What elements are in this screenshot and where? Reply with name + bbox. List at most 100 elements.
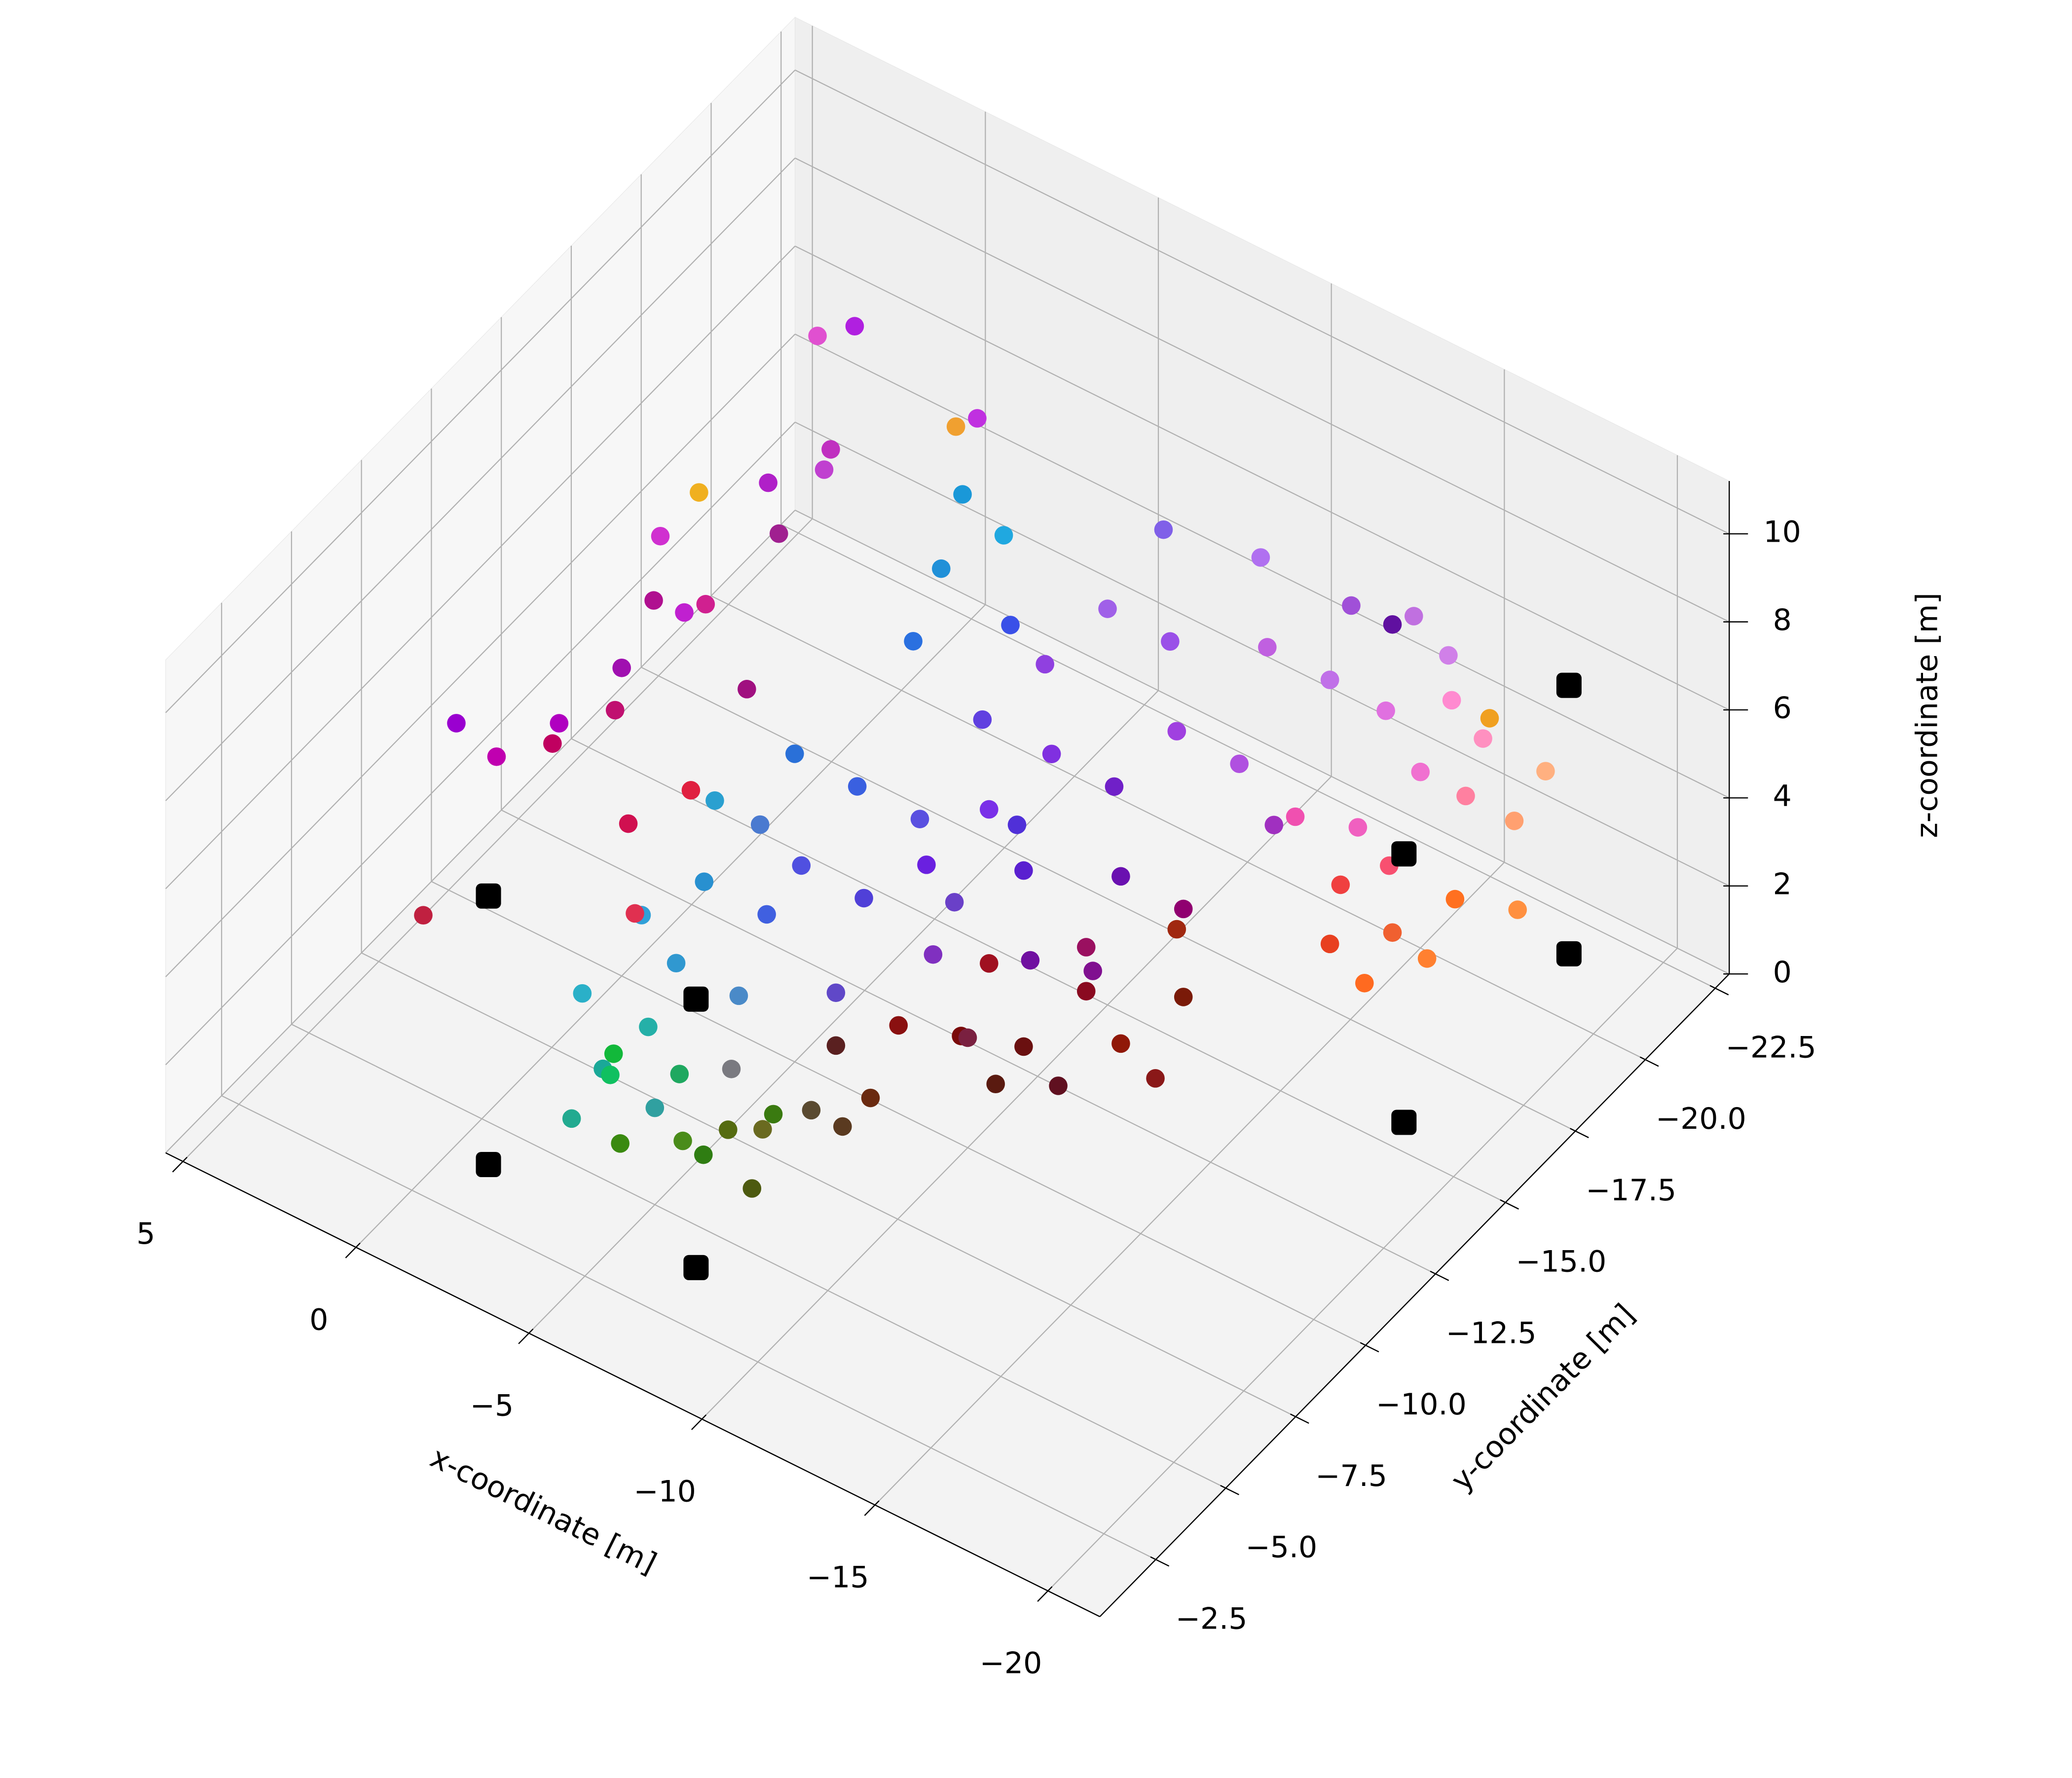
y-tick-label: −5.0 [1246,1530,1318,1565]
point [1376,701,1395,720]
point [833,1117,852,1136]
y-tick [1360,1342,1379,1353]
point [1411,762,1430,781]
z-tick-label: 4 [1773,779,1792,814]
grid-line [780,524,1716,989]
point [1474,729,1492,748]
camera-marker [1556,941,1582,966]
point [845,317,864,336]
point [1036,655,1055,674]
x-tick-label: −20 [980,1646,1042,1681]
point [759,473,777,492]
point [968,409,987,428]
grid-line [1047,948,1678,1592]
grid-line [431,881,1366,1346]
point [562,1109,581,1128]
point [722,1060,741,1078]
y-tick-label: −22.5 [1726,1030,1816,1065]
point [1536,762,1555,780]
point [690,483,708,502]
camera-marker [476,1151,501,1178]
point [626,904,644,923]
z-tick-label: 8 [1773,603,1792,637]
x-tick-label: −10 [633,1475,696,1509]
point [1230,754,1249,774]
point [1342,596,1361,615]
point [543,734,562,753]
point [979,800,999,819]
point [1264,815,1284,835]
grid-line [571,738,1506,1203]
point [550,714,569,733]
point [1251,548,1270,567]
point [1508,900,1527,919]
camera-marker [1391,841,1417,867]
point [639,1017,658,1037]
point [573,984,592,1003]
point [1083,962,1103,980]
point [932,559,951,578]
grid-line [874,862,1505,1506]
point [681,781,701,800]
point [696,594,715,614]
camera-marker [1556,672,1582,698]
y-tick [1709,985,1729,996]
grid-line [528,690,1159,1334]
x-tick [345,1242,361,1259]
point [1167,920,1186,939]
x-tick-label: −15 [807,1560,869,1595]
y-tick-label: −2.5 [1176,1601,1248,1636]
z-axis-label: z-coordinate [m] [1910,593,1945,838]
y-tick-label: −15.0 [1516,1245,1606,1279]
point [785,744,804,763]
x-tick [864,1500,880,1516]
point [814,460,834,479]
camera-marker [476,883,501,909]
grid-line [710,595,1646,1060]
grid-line [221,1095,1156,1560]
grid-line [183,518,813,1162]
y-tick [1639,1056,1659,1067]
y-tick [1500,1199,1519,1210]
point [821,440,840,459]
point [854,889,873,908]
point [757,905,776,924]
point [1146,1069,1165,1088]
grid [165,26,1730,1592]
point [695,872,714,891]
point [979,954,999,973]
point [1383,923,1402,942]
point [1076,938,1096,957]
y-tick-label: −7.5 [1315,1459,1387,1493]
y-tick [1430,1270,1449,1281]
x-tick-label: 0 [309,1302,328,1337]
grid-line [795,157,1730,623]
point [645,1098,665,1117]
point [808,327,827,345]
point [644,591,663,610]
grid-line [795,245,1730,710]
point [1098,599,1117,618]
point [1480,709,1499,728]
point [1042,744,1061,764]
point [1049,1076,1068,1095]
point [750,815,770,834]
point [904,631,923,651]
y-tick-label: −20.0 [1656,1102,1746,1136]
point [1320,670,1339,689]
point [1007,815,1027,834]
point [1320,934,1339,954]
grid-line [795,510,1730,975]
point [1331,875,1350,894]
point [605,701,625,720]
point [1348,818,1368,837]
x-tick-label: 5 [137,1217,155,1251]
point [1001,616,1020,634]
grid-line [165,246,796,889]
x-tick [1037,1586,1053,1602]
point [1456,786,1475,806]
camera-marker [683,986,709,1012]
y-tick-label: −10.0 [1376,1387,1467,1422]
point [1383,615,1402,634]
